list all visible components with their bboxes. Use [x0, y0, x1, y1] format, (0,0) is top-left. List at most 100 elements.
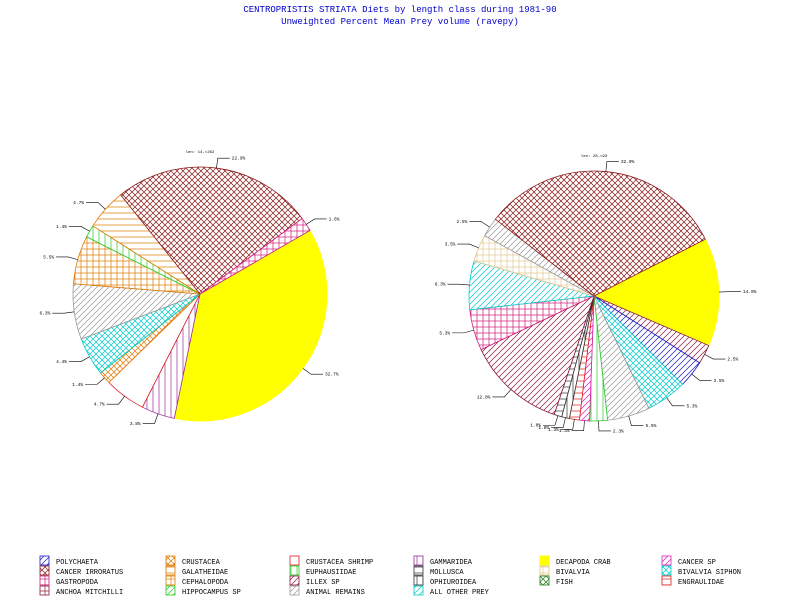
leader-line: [447, 283, 470, 286]
slice-label: 32.7%: [325, 372, 339, 378]
legend-label: MOLLUSCA: [430, 569, 464, 577]
legend-item-gastropoda: GASTROPODA: [39, 575, 99, 587]
slice-label: 3.5%: [713, 378, 724, 384]
slice-label: 1.0%: [538, 425, 549, 431]
pie-caption: len: 14-<262: [186, 150, 215, 155]
leader-line: [85, 202, 106, 210]
legend-item-euphausiidae: EUPHAUSIIDAE: [289, 565, 356, 577]
slice-label: 6.3%: [40, 311, 51, 317]
legend-label: CRUSTACEA SHRIMP: [306, 559, 373, 567]
legend-label: BIVALVIA: [556, 569, 590, 577]
legend-item-gammaridea: GAMMARIDEA: [413, 555, 473, 567]
legend-swatch: [289, 575, 300, 586]
legend-label: CEPHALOPODA: [182, 579, 229, 587]
legend-label: POLYCHAETA: [56, 559, 99, 567]
slice-label: 5.5%: [645, 423, 656, 429]
legend-label: HIPPOCAMPUS SP: [182, 589, 241, 597]
legend-item-polychaeta: POLYCHAETA: [39, 555, 99, 567]
pie-1: len: 14-<262 32.7% 3.8% 4.7% 1.4% 4.4% 6.3% 5.5…: [40, 150, 340, 427]
slice-label: 12.8%: [477, 394, 491, 400]
slice-label: 6.3%: [435, 282, 446, 288]
legend-label: EUPHAUSIIDAE: [306, 569, 356, 577]
legend-swatch: [289, 585, 300, 596]
slice-label: 2.5%: [727, 357, 738, 363]
leader-line: [142, 413, 159, 424]
slice-label: 5.3%: [686, 403, 697, 409]
slice-label: 1.6%: [329, 216, 340, 222]
pie-slice-decapoda-crab: [173, 229, 328, 422]
legend-swatch: [165, 555, 176, 566]
legend-item-mollusca: MOLLUSCA: [413, 565, 464, 577]
leader-line: [85, 377, 105, 385]
slice-label: 1.4%: [72, 382, 83, 388]
legend-swatch: [539, 575, 550, 586]
legend-item-cancer-sp: CANCER SP: [661, 555, 716, 567]
legend-item-galatheidae: GALATHEIDAE: [165, 565, 228, 577]
legend-label: ENGRAULIDAE: [678, 579, 724, 587]
legend-swatch: [413, 555, 424, 566]
leader-line: [605, 161, 619, 172]
legend-item-anchoa-mitchilli: ANCHOA MITCHILLI: [39, 585, 123, 597]
leader-line: [302, 368, 324, 375]
leader-line: [469, 221, 490, 228]
legend-label: FISH: [556, 579, 573, 587]
legend-item-illex-sp: ILLEX SP: [289, 575, 340, 587]
legend-label: CANCER IRRORATUS: [56, 569, 123, 577]
legend-item-cancer-irroratus: CANCER IRRORATUS: [39, 565, 123, 577]
slice-label: 14.0%: [743, 289, 757, 295]
legend-swatch: [165, 575, 176, 586]
legend-swatch: [289, 555, 300, 566]
leader-line: [52, 311, 75, 314]
legend-label: ALL OTHER PREY: [430, 589, 490, 597]
chart-title: CENTROPRISTIS STRIATA Diets by length cl…: [243, 5, 556, 15]
legend-label: GAMMARIDEA: [430, 559, 473, 567]
legend-item-all-other-prey: ALL OTHER PREY: [413, 585, 490, 597]
legend: POLYCHAETA CRUSTACEA CRUSTACEA SHRIMP GAMMA…: [39, 555, 741, 597]
legend-item-crustacea: CRUSTACEA: [165, 555, 221, 567]
legend-swatch: [413, 585, 424, 596]
leader-line: [551, 417, 566, 428]
slice-label: 3.8%: [130, 421, 141, 427]
legend-item-cephalopoda: CEPHALOPODA: [165, 575, 229, 587]
legend-label: GALATHEIDAE: [182, 569, 228, 577]
leader-line: [56, 256, 78, 260]
legend-swatch: [289, 565, 300, 576]
legend-swatch: [39, 585, 50, 596]
pies-layer: len: 14-<262 32.7% 3.8% 4.7% 1.4% 4.4% 6.3% 5.5…: [40, 150, 757, 434]
leader-line: [704, 354, 726, 360]
slice-label: 32.0%: [621, 159, 635, 165]
legend-item-decapoda-crab: DECAPODA CRAB: [539, 555, 611, 567]
legend-swatch: [39, 575, 50, 586]
slice-label: 1.3%: [548, 427, 559, 433]
leader-line: [666, 397, 685, 407]
legend-item-animal-remains: ANIMAL REMAINS: [289, 585, 365, 597]
slice-label: 4.7%: [73, 200, 84, 206]
leader-line: [628, 416, 644, 426]
legend-item-fish: FISH: [539, 575, 573, 587]
legend-item-ophiuroidea: OPHIUROIDEA: [413, 575, 477, 587]
slice-label: 5.3%: [439, 330, 450, 336]
pie-2: len: 28-<93 14.0% 2.5% 3.5% 5.3% 5.5% 2.3% 1.3%…: [435, 154, 757, 434]
legend-label: ANIMAL REMAINS: [306, 589, 365, 597]
legend-swatch: [165, 565, 176, 576]
slice-label: 1.4%: [56, 224, 67, 230]
leader-line: [216, 157, 230, 169]
slice-label: 1.3%: [559, 428, 570, 434]
legend-item-crustacea-shrimp: CRUSTACEA SHRIMP: [289, 555, 373, 567]
legend-label: CRUSTACEA: [182, 559, 221, 567]
legend-swatch: [413, 565, 424, 576]
leader-line: [457, 243, 479, 249]
leader-line: [306, 218, 327, 225]
legend-swatch: [413, 575, 424, 586]
legend-swatch: [661, 575, 672, 586]
slice-label: 4.7%: [94, 402, 105, 408]
legend-swatch: [661, 565, 672, 576]
legend-label: OPHIUROIDEA: [430, 579, 477, 587]
slice-label: 1.0%: [530, 423, 541, 429]
pie-slice-illex-sp: [480, 295, 595, 415]
legend-label: BIVALVIA SIPHON: [678, 569, 741, 577]
legend-swatch: [165, 585, 176, 596]
chart-subtitle: Unweighted Percent Mean Prey volume (rav…: [281, 17, 519, 27]
leader-line: [452, 329, 474, 334]
